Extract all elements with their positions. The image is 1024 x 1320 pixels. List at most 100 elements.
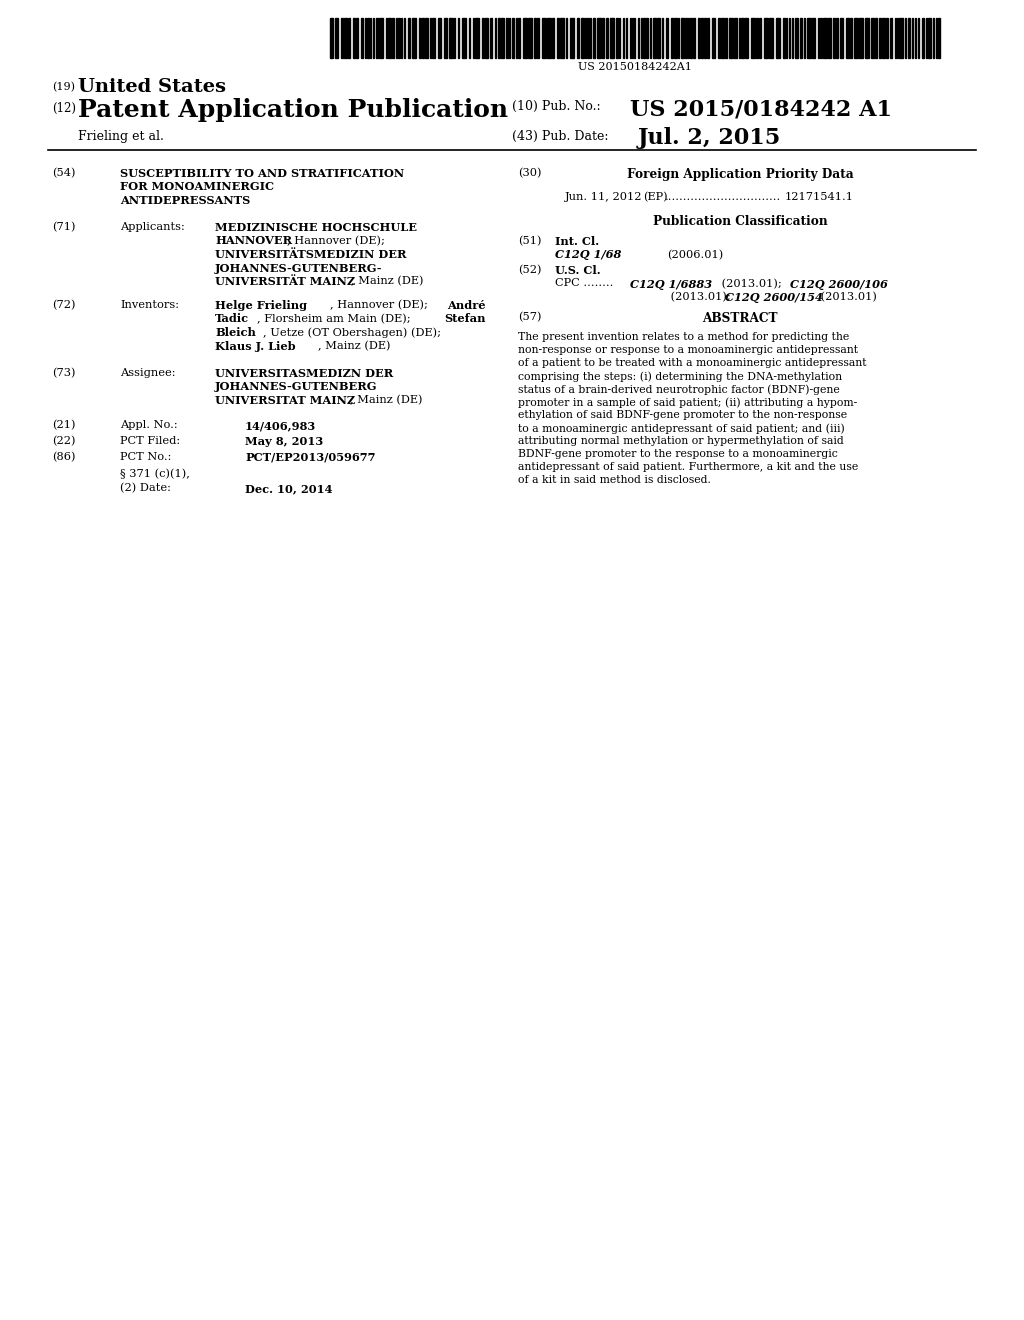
- Bar: [634, 18, 635, 58]
- Bar: [879, 18, 881, 58]
- Bar: [759, 18, 761, 58]
- Bar: [395, 18, 397, 58]
- Bar: [707, 18, 709, 58]
- Bar: [537, 18, 539, 58]
- Bar: [444, 18, 447, 58]
- Text: ...............................: ...............................: [665, 191, 781, 202]
- Text: The present invention relates to a method for predicting the: The present invention relates to a metho…: [518, 333, 849, 342]
- Bar: [518, 18, 520, 58]
- Bar: [908, 18, 909, 58]
- Bar: [501, 18, 504, 58]
- Bar: [928, 18, 931, 58]
- Text: , Mainz (DE): , Mainz (DE): [350, 395, 423, 405]
- Text: § 371 (c)(1),: § 371 (c)(1),: [120, 469, 189, 479]
- Bar: [938, 18, 940, 58]
- Text: SUSCEPTIBILITY TO AND STRATIFICATION: SUSCEPTIBILITY TO AND STRATIFICATION: [120, 168, 404, 180]
- Bar: [725, 18, 727, 58]
- Text: HANNOVER: HANNOVER: [215, 235, 292, 247]
- Text: May 8, 2013: May 8, 2013: [245, 436, 324, 447]
- Text: CPC ........: CPC ........: [555, 279, 613, 289]
- Text: attributing normal methylation or hypermethylation of said: attributing normal methylation or hyperm…: [518, 436, 844, 446]
- Text: (54): (54): [52, 168, 76, 178]
- Bar: [534, 18, 536, 58]
- Bar: [741, 18, 744, 58]
- Bar: [379, 18, 383, 58]
- Bar: [523, 18, 527, 58]
- Text: UNIVERSITÄT MAINZ: UNIVERSITÄT MAINZ: [215, 276, 355, 286]
- Bar: [419, 18, 421, 58]
- Bar: [498, 18, 500, 58]
- Bar: [392, 18, 393, 58]
- Text: , Hannover (DE);: , Hannover (DE);: [330, 300, 431, 310]
- Bar: [693, 18, 695, 58]
- Bar: [764, 18, 768, 58]
- Bar: [718, 18, 720, 58]
- Text: , Uetze (OT Obershagen) (DE);: , Uetze (OT Obershagen) (DE);: [263, 327, 441, 338]
- Text: (72): (72): [52, 300, 76, 310]
- Bar: [515, 18, 517, 58]
- Bar: [812, 18, 815, 58]
- Bar: [347, 18, 349, 58]
- Bar: [666, 18, 668, 58]
- Text: (2013.01): (2013.01): [817, 292, 877, 302]
- Text: BDNF-gene promoter to the response to a monoaminergic: BDNF-gene promoter to the response to a …: [518, 449, 838, 459]
- Bar: [729, 18, 733, 58]
- Bar: [674, 18, 677, 58]
- Text: MEDIZINISCHE HOCHSCHULE: MEDIZINISCHE HOCHSCHULE: [215, 222, 417, 234]
- Bar: [698, 18, 699, 58]
- Text: C12Q 1/68: C12Q 1/68: [555, 249, 622, 260]
- Text: 14/406,983: 14/406,983: [245, 420, 316, 432]
- Bar: [756, 18, 758, 58]
- Text: of a patient to be treated with a monoaminergic antidepressant: of a patient to be treated with a monoam…: [518, 358, 866, 368]
- Text: Dec. 10, 2014: Dec. 10, 2014: [245, 483, 333, 494]
- Text: PCT No.:: PCT No.:: [120, 451, 171, 462]
- Text: of a kit in said method is disclosed.: of a kit in said method is disclosed.: [518, 475, 711, 484]
- Bar: [581, 18, 584, 58]
- Text: C12Q 2600/154: C12Q 2600/154: [725, 292, 823, 304]
- Bar: [745, 18, 748, 58]
- Bar: [882, 18, 885, 58]
- Text: PCT Filed:: PCT Filed:: [120, 436, 180, 446]
- Bar: [840, 18, 843, 58]
- Text: Frieling et al.: Frieling et al.: [78, 129, 164, 143]
- Bar: [874, 18, 877, 58]
- Text: US 20150184242A1: US 20150184242A1: [579, 62, 692, 73]
- Text: status of a brain-derived neurotrophic factor (BDNF)-gene: status of a brain-derived neurotrophic f…: [518, 384, 840, 395]
- Bar: [577, 18, 579, 58]
- Bar: [361, 18, 362, 58]
- Text: US 2015/0184242 A1: US 2015/0184242 A1: [630, 98, 892, 120]
- Text: (71): (71): [52, 222, 76, 232]
- Text: Stefan: Stefan: [444, 314, 485, 325]
- Text: Appl. No.:: Appl. No.:: [120, 420, 177, 430]
- Text: (73): (73): [52, 368, 76, 379]
- Bar: [408, 18, 410, 58]
- Bar: [412, 18, 416, 58]
- Text: comprising the steps: (i) determining the DNA-methylation: comprising the steps: (i) determining th…: [518, 371, 842, 381]
- Bar: [449, 18, 453, 58]
- Bar: [512, 18, 514, 58]
- Bar: [864, 18, 868, 58]
- Bar: [387, 18, 390, 58]
- Bar: [542, 18, 546, 58]
- Text: (43) Pub. Date:: (43) Pub. Date:: [512, 129, 608, 143]
- Text: , Mainz (DE): , Mainz (DE): [351, 276, 424, 286]
- Text: Patent Application Publication: Patent Application Publication: [78, 98, 508, 121]
- Bar: [833, 18, 835, 58]
- Bar: [836, 18, 838, 58]
- Bar: [700, 18, 702, 58]
- Bar: [609, 18, 613, 58]
- Bar: [918, 18, 919, 58]
- Text: Tadic: Tadic: [215, 314, 249, 325]
- Bar: [671, 18, 673, 58]
- Text: (30): (30): [518, 168, 542, 178]
- Bar: [367, 18, 369, 58]
- Text: Jun. 11, 2012: Jun. 11, 2012: [565, 191, 642, 202]
- Bar: [547, 18, 551, 58]
- Text: , Hannover (DE);: , Hannover (DE);: [287, 235, 385, 246]
- Bar: [776, 18, 780, 58]
- Bar: [853, 18, 857, 58]
- Bar: [352, 18, 354, 58]
- Bar: [858, 18, 862, 58]
- Text: ANTIDEPRESSANTS: ANTIDEPRESSANTS: [120, 195, 250, 206]
- Bar: [656, 18, 659, 58]
